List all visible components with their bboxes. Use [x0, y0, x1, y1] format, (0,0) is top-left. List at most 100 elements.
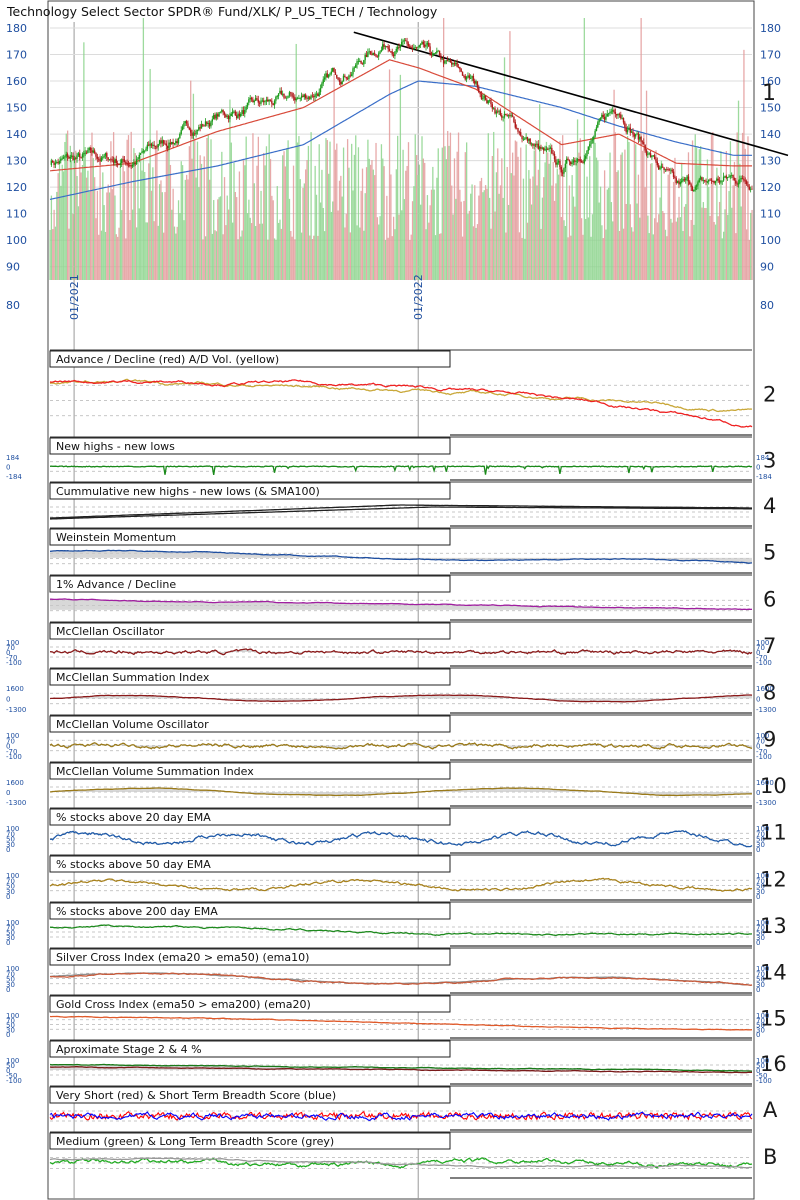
- volume-bar: [108, 192, 111, 280]
- candle-body: [714, 181, 717, 184]
- volume-bar: [256, 165, 258, 280]
- candle-body: [579, 159, 581, 161]
- candle-body: [656, 161, 659, 166]
- panel-series-line: [49, 549, 753, 564]
- candle-body: [299, 97, 301, 99]
- candle-body: [718, 180, 721, 183]
- candle-body: [657, 165, 660, 170]
- volume-bar: [494, 211, 496, 280]
- candle-body: [510, 115, 512, 117]
- candle-body: [729, 175, 732, 177]
- panel-title: Very Short (red) & Short Term Breadth Sc…: [56, 1089, 336, 1102]
- volume-bar: [50, 195, 53, 280]
- volume-bar: [687, 152, 690, 280]
- candle-body: [379, 51, 381, 54]
- candle-body: [80, 157, 82, 159]
- sma200-line: [49, 80, 752, 200]
- volume-bar: [351, 143, 353, 280]
- volume-bar: [576, 119, 579, 280]
- candle-body: [161, 140, 163, 144]
- candle-body: [632, 131, 634, 135]
- volume-bar: [643, 133, 645, 280]
- candle-body: [702, 180, 705, 181]
- volume-bar: [513, 175, 515, 280]
- volume-bar: [725, 151, 728, 280]
- volume-bar: [437, 148, 439, 280]
- volume-bar: [248, 199, 250, 280]
- volume-bar: [379, 216, 381, 280]
- volume-bar: [455, 198, 457, 280]
- volume-bar: [94, 177, 96, 280]
- volume-bar: [674, 157, 676, 280]
- volume-bar: [53, 209, 55, 280]
- candle-body: [194, 133, 196, 135]
- volume-bar: [716, 167, 718, 280]
- volume-bar: [399, 74, 402, 280]
- price-tick-left: 80: [6, 299, 20, 312]
- candle-body: [226, 115, 228, 117]
- candle-body: [652, 155, 654, 157]
- volume-bar: [310, 132, 312, 280]
- panel-title: Medium (green) & Long Term Breadth Score…: [56, 1135, 334, 1148]
- candle-body: [286, 97, 288, 99]
- candle-body: [267, 99, 269, 102]
- volume-bar: [572, 196, 575, 280]
- volume-bar: [249, 217, 251, 280]
- volume-bar: [364, 193, 366, 280]
- volume-bar: [621, 152, 623, 280]
- volume-bar: [549, 143, 552, 280]
- candle-body: [50, 160, 53, 165]
- volume-bar: [345, 213, 347, 280]
- panel-title: McClellan Volume Oscillator: [56, 718, 209, 731]
- volume-bar: [203, 156, 205, 280]
- panel-title-box: [49, 902, 451, 920]
- panel-tick-left: 100: [6, 965, 19, 973]
- price-tick-left: 170: [6, 48, 27, 61]
- candle-body: [603, 116, 606, 120]
- volume-bar: [422, 158, 425, 280]
- volume-bar: [394, 229, 396, 280]
- candle-body: [448, 60, 450, 62]
- candle-body: [260, 100, 262, 104]
- candle-body: [484, 95, 487, 100]
- volume-bar: [99, 154, 101, 280]
- candle-body: [547, 148, 549, 150]
- volume-bar: [56, 191, 58, 280]
- candle-body: [173, 143, 176, 145]
- candle-body: [451, 62, 453, 65]
- volume-bar: [714, 224, 717, 280]
- volume-bar: [66, 130, 69, 280]
- candle-body: [84, 152, 86, 154]
- volume-bar: [87, 170, 89, 280]
- panel-title-box: [49, 528, 451, 546]
- candle-body: [622, 118, 625, 123]
- candle-body: [237, 113, 239, 119]
- candle-body: [693, 189, 695, 191]
- volume-bar: [747, 136, 749, 280]
- volume-bar: [543, 177, 545, 280]
- candle-body: [333, 68, 335, 73]
- volume-bar: [323, 231, 326, 280]
- candle-body: [513, 116, 515, 123]
- candle-body: [626, 129, 629, 133]
- panel-tick-right: 70: [756, 924, 765, 932]
- volume-bar: [157, 225, 159, 280]
- candle-body: [168, 142, 170, 149]
- candle-body: [296, 98, 299, 100]
- candle-body: [265, 99, 268, 102]
- volume-bar: [488, 197, 491, 280]
- volume-bar: [476, 224, 479, 280]
- panel-series-line: [49, 379, 753, 428]
- candle-body: [171, 141, 173, 145]
- candle-body: [111, 159, 113, 161]
- candle-body: [323, 77, 326, 80]
- volume-bar: [407, 142, 410, 280]
- candle-body: [204, 121, 207, 126]
- candle-body: [426, 42, 429, 45]
- candle-body: [643, 142, 645, 145]
- volume-bar: [739, 163, 741, 280]
- candle-body: [357, 61, 360, 63]
- volume-bar: [103, 205, 105, 280]
- volume-bar: [118, 227, 120, 280]
- panel-tick-right: 100: [756, 1012, 769, 1020]
